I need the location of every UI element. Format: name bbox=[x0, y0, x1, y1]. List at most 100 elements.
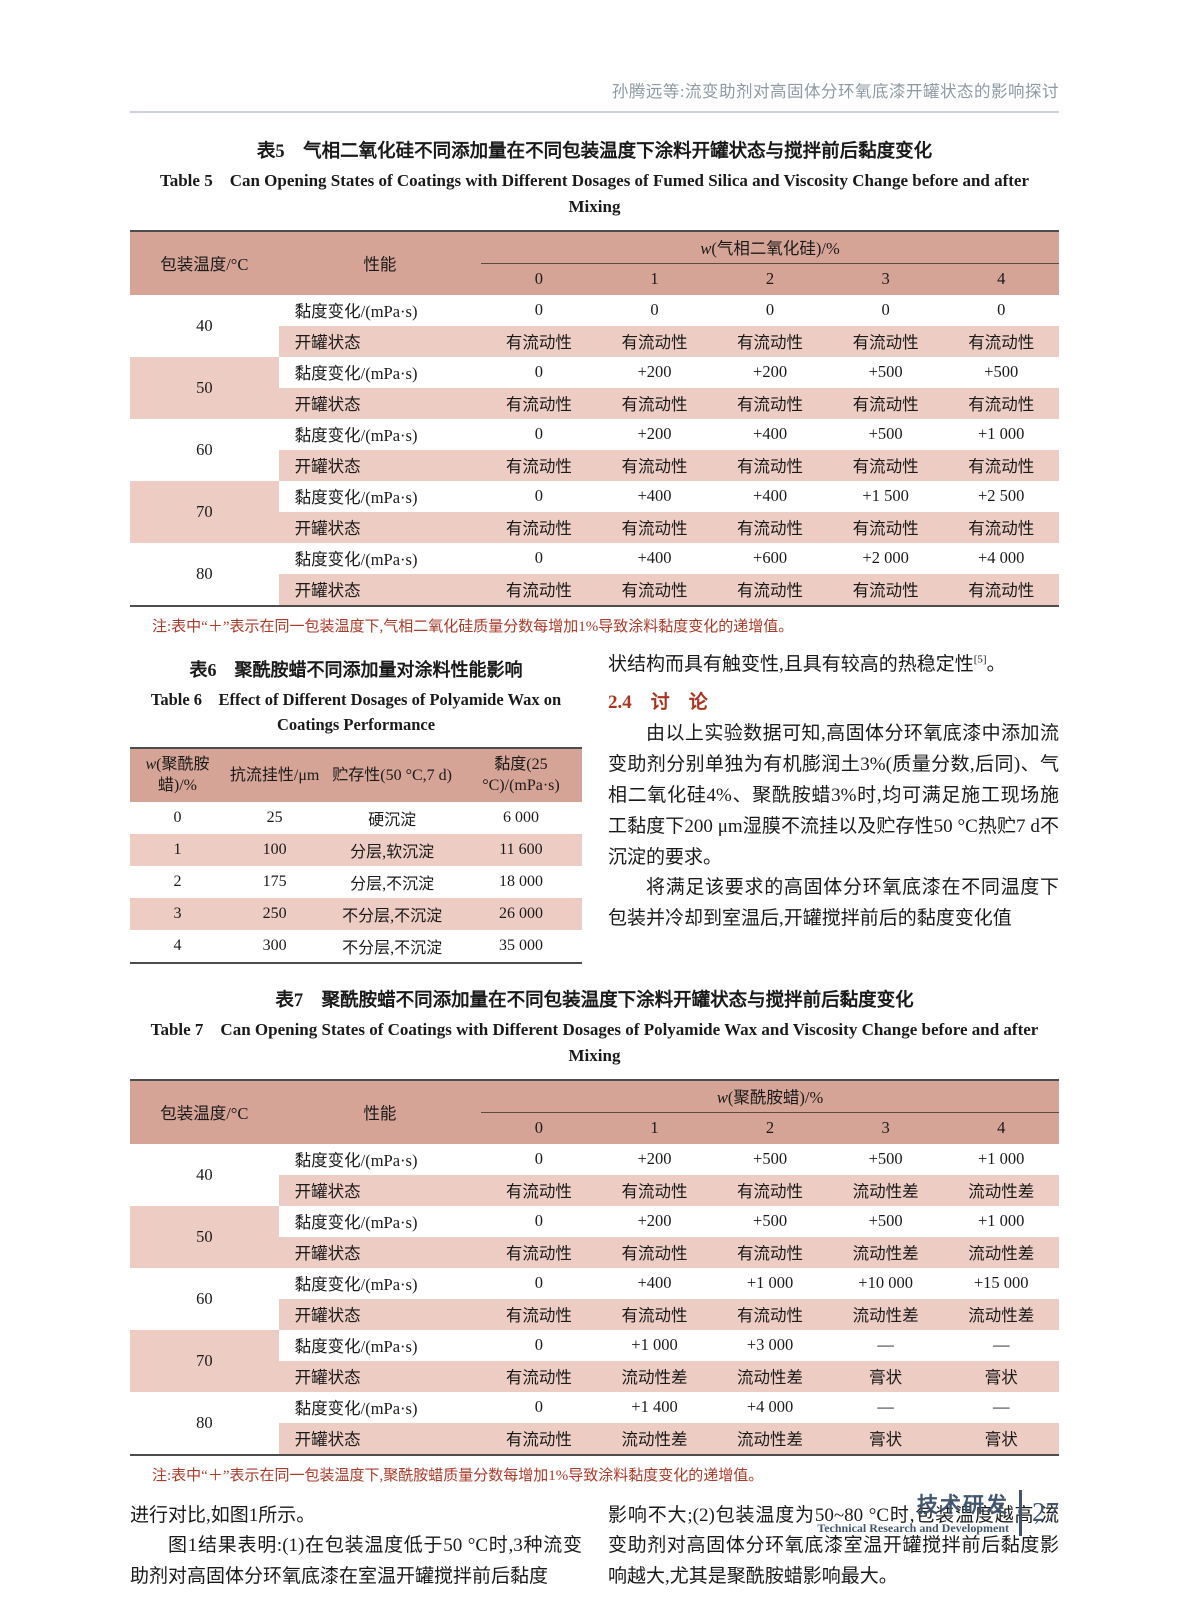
state-cell: 有流动性 bbox=[712, 1174, 828, 1206]
cell: 6 000 bbox=[502, 809, 539, 826]
viscosity-cell: 0 bbox=[534, 548, 544, 568]
state-cell: 有流动性 bbox=[827, 449, 944, 481]
temp-cell: 50 bbox=[130, 1205, 279, 1268]
table-row: 2 175 分层,不沉淀 18 000 bbox=[130, 866, 582, 898]
table5-title-en-line1: Table 5 Can Opening States of Coatings w… bbox=[159, 171, 1030, 190]
table-row: 60 黏度变化/(mPa·s) 0 +200 +400 +500 +1 000 bbox=[130, 419, 1059, 459]
viscosity-cell: 0 bbox=[881, 300, 890, 320]
state-cell: 有流动性 bbox=[712, 325, 828, 357]
paragraph: 将满足该要求的高固体分环氧底漆在不同温度下包装并冷却到室温后,开罐搅拌前后的黏度… bbox=[608, 877, 1059, 930]
perf-label-cell: 开罐状态 bbox=[278, 1360, 482, 1392]
cell: 18 000 bbox=[498, 873, 543, 890]
viscosity-cell: 0 bbox=[534, 362, 544, 382]
table7-header-row2: 0 1 2 3 4 bbox=[130, 1112, 1059, 1144]
cell: 4 bbox=[173, 937, 182, 954]
state-cell: 有流动性 bbox=[481, 1360, 597, 1392]
viscosity-cell: +200 bbox=[637, 424, 672, 444]
state-cell: 流动性差 bbox=[827, 1236, 944, 1268]
paragraph-text: 。 bbox=[986, 653, 1006, 675]
state-cell: 有流动性 bbox=[827, 573, 944, 606]
table-row: 开罐状态 有流动性 有流动性 有流动性 有流动性 有流动性 bbox=[130, 573, 1059, 606]
perf-label-cell: 黏度变化/(mPa·s) bbox=[294, 1337, 418, 1357]
table5-header-row2: 0 1 2 3 4 bbox=[130, 263, 1059, 295]
state-cell: 流动性差 bbox=[827, 1174, 944, 1206]
perf-label-cell: 黏度变化/(mPa·s) bbox=[294, 488, 418, 508]
state-cell: 有流动性 bbox=[481, 1174, 597, 1206]
column-header-temp: 包装温度/°C bbox=[130, 1079, 279, 1144]
cell: 300 bbox=[262, 937, 287, 954]
viscosity-cell: +200 bbox=[753, 362, 788, 382]
perf-label-cell: 开罐状态 bbox=[278, 1236, 482, 1268]
state-cell: 膏状 bbox=[827, 1360, 944, 1392]
state-cell: 有流动性 bbox=[712, 573, 828, 606]
perf-label-cell: 开罐状态 bbox=[278, 573, 482, 606]
state-cell: 膏状 bbox=[943, 1422, 1059, 1455]
table6: w(聚酰胺蜡)/% 抗流挂性/μm 贮存性(50 °C,7 d) 黏度(25 °… bbox=[130, 746, 582, 964]
group-w-symbol: w bbox=[700, 239, 712, 259]
column-header-perf: 性能 bbox=[278, 1079, 482, 1144]
right-column: 状结构而具有触变性,且具有较高的热稳定性[5]。 2.4 讨 论 由以上实验数据… bbox=[608, 650, 1059, 964]
state-cell: 有流动性 bbox=[712, 387, 828, 419]
viscosity-cell: 0 bbox=[534, 1211, 544, 1231]
temp-cell: 70 bbox=[130, 1329, 279, 1392]
viscosity-cell: +400 bbox=[753, 486, 788, 506]
dosage-header: 1 bbox=[596, 263, 713, 295]
perf-label-cell: 开罐状态 bbox=[278, 325, 482, 357]
table-row: 4 300 不分层,不沉淀 35 000 bbox=[130, 930, 582, 963]
dosage-header: 4 bbox=[943, 1112, 1059, 1144]
viscosity-cell: 0 bbox=[534, 1397, 544, 1417]
column-group-header: w(气相二氧化硅)/% bbox=[481, 230, 1059, 264]
cell: 3 bbox=[130, 898, 225, 930]
viscosity-cell: 0 bbox=[650, 300, 659, 320]
table-row: 0 25 硬沉淀 6 000 bbox=[130, 802, 582, 834]
state-cell: 有流动性 bbox=[827, 325, 944, 357]
viscosity-cell: +400 bbox=[637, 486, 672, 506]
viscosity-cell: +4 000 bbox=[977, 548, 1025, 568]
state-cell: 有流动性 bbox=[943, 573, 1059, 606]
state-cell: 流动性差 bbox=[943, 1236, 1059, 1268]
state-cell: 有流动性 bbox=[481, 1236, 597, 1268]
viscosity-cell: +500 bbox=[868, 362, 903, 382]
table7: 包装温度/°C 性能 w(聚酰胺蜡)/% 0 1 2 3 4 40 黏度变化/(… bbox=[130, 1078, 1059, 1456]
state-cell: 有流动性 bbox=[596, 1298, 713, 1330]
running-title: 孙腾远等:流变助剂对高固体分环氧底漆开罐状态的影响探讨 bbox=[611, 82, 1059, 101]
table5-caption: 表5 气相二氧化硅不同添加量在不同包装温度下涂料开罐状态与搅拌前后黏度变化 Ta… bbox=[130, 137, 1059, 221]
state-cell: 有流动性 bbox=[712, 1298, 828, 1330]
wax-header-label: (聚酰胺蜡)/% bbox=[156, 755, 210, 795]
table-row: 50 黏度变化/(mPa·s) 0 +200 +200 +500 +500 bbox=[130, 356, 1059, 419]
table6-title-zh: 表6 聚酰胺蜡不同添加量对涂料性能影响 bbox=[189, 659, 523, 680]
cell: 100 bbox=[224, 834, 325, 866]
group-label: (气相二氧化硅)/% bbox=[711, 239, 840, 259]
cell: 硬沉淀 bbox=[368, 812, 417, 829]
table7-title-en-line1: Table 7 Can Opening States of Coatings w… bbox=[150, 1020, 1039, 1039]
state-cell: 有流动性 bbox=[481, 387, 597, 419]
state-cell: 流动性差 bbox=[596, 1422, 713, 1455]
cell: 25 bbox=[266, 809, 283, 826]
header-divider bbox=[130, 111, 1059, 113]
perf-label-cell: 开罐状态 bbox=[278, 449, 482, 481]
dosage-header: 3 bbox=[827, 1112, 944, 1144]
dosage-header: 1 bbox=[596, 1112, 713, 1144]
dosage-header: 4 bbox=[943, 263, 1059, 295]
state-cell: 有流动性 bbox=[827, 387, 944, 419]
viscosity-cell: +4 000 bbox=[746, 1397, 794, 1417]
table6-title-en-line1: Table 6 Effect of Different Dosages of P… bbox=[150, 689, 562, 709]
viscosity-cell: 0 bbox=[534, 486, 544, 506]
state-cell: 有流动性 bbox=[596, 1174, 713, 1206]
table7-title-zh: 表7 聚酰胺蜡不同添加量在不同包装温度下涂料开罐状态与搅拌前后黏度变化 bbox=[275, 991, 914, 1011]
section-heading: 2.4 讨 论 bbox=[608, 692, 708, 714]
viscosity-cell: +500 bbox=[753, 1211, 788, 1231]
state-cell: 膏状 bbox=[827, 1422, 944, 1455]
table-row: 开罐状态 有流动性 流动性差 流动性差 膏状 膏状 bbox=[130, 1422, 1059, 1455]
cell: 0 bbox=[173, 809, 182, 826]
column-header-storage: 贮存性(50 °C,7 d) bbox=[324, 747, 460, 802]
table7-note: 注:表中“＋”表示在同一包装温度下,聚酰胺蜡质量分数每增加1%导致涂料黏度变化的… bbox=[152, 1467, 764, 1484]
perf-label-cell: 黏度变化/(mPa·s) bbox=[294, 1151, 418, 1171]
viscosity-cell: +1 400 bbox=[631, 1397, 678, 1417]
viscosity-cell: +400 bbox=[637, 1273, 672, 1293]
footer-section-label: 技术研发 Technical Research and Development bbox=[817, 1489, 1009, 1536]
table5-header-row1: 包装温度/°C 性能 w(气相二氧化硅)/% bbox=[130, 230, 1059, 295]
column-header-perf: 性能 bbox=[278, 230, 482, 295]
table-row: 1 100 分层,软沉淀 11 600 bbox=[130, 834, 582, 866]
page-number: 27 bbox=[1032, 1497, 1059, 1527]
